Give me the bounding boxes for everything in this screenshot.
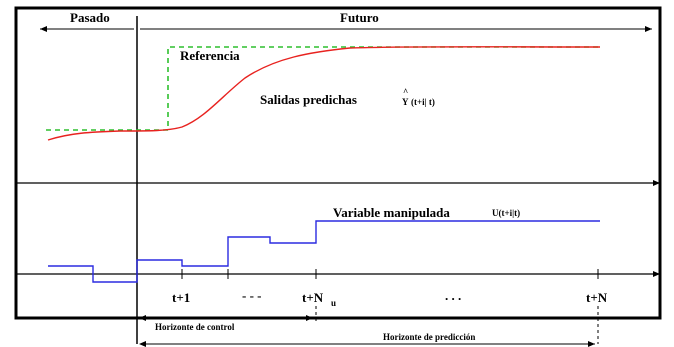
manipulated-symbol: U(t+i|t) xyxy=(492,208,520,218)
tick-label-dots1: - - - xyxy=(242,288,262,303)
predicted-outputs-label: Salidas predichas xyxy=(260,92,357,107)
control-horizon-label: Horizonte de control xyxy=(155,322,235,332)
manipulated-variable-steps xyxy=(48,220,600,283)
predicted-args: (t+i| t) xyxy=(411,97,435,107)
manipulated-variable-label: Variable manipulada xyxy=(333,205,450,220)
tick-label-tn: t+N xyxy=(586,290,608,305)
tick-label-t1: t+1 xyxy=(172,290,190,305)
tick-label-tnu: t+N xyxy=(302,290,324,305)
prediction-horizon-label: Horizonte de predicción xyxy=(383,332,475,342)
frame-border xyxy=(14,6,662,320)
past-label: Pasado xyxy=(70,10,110,25)
tick-label-tnu-sub: u xyxy=(331,298,336,308)
predicted-output-curve xyxy=(47,46,601,141)
reference-line xyxy=(46,46,600,131)
predicted-symbol: Y xyxy=(402,97,409,107)
reference-label: Referencia xyxy=(180,48,240,63)
tick-label-dots2: . . . xyxy=(445,288,461,303)
future-label: Futuro xyxy=(340,10,379,25)
predicted-symbol-hat: ^ xyxy=(403,87,408,97)
